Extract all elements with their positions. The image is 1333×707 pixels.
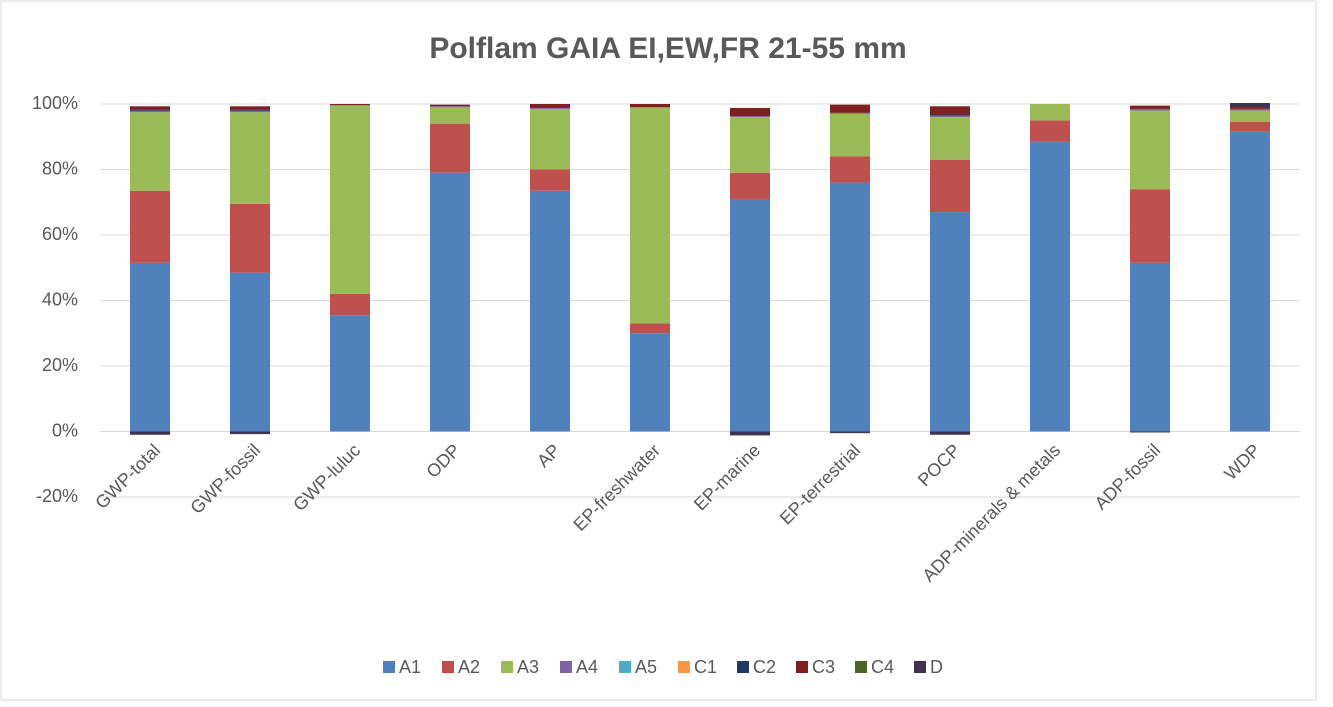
y-tick-label: 40%	[42, 289, 78, 309]
bar-segment	[130, 109, 170, 111]
bar-segment	[930, 212, 970, 432]
bar-segment	[730, 198, 770, 432]
bar-segment	[430, 123, 470, 173]
bar-segment	[630, 333, 670, 432]
bar-segment	[1130, 189, 1170, 263]
bar-segment	[1230, 107, 1270, 109]
bar-segment	[330, 293, 370, 316]
legend-swatch	[855, 661, 867, 673]
legend-label: C1	[694, 657, 717, 677]
bar-segment	[1230, 110, 1270, 123]
y-tick-label: -20%	[36, 486, 78, 506]
legend-label: C2	[753, 657, 776, 677]
legend-swatch	[501, 661, 513, 673]
legend-label: D	[930, 657, 943, 677]
bar-segment	[430, 172, 470, 432]
bar-segment	[530, 169, 570, 191]
bar-segment	[830, 112, 870, 114]
bar-segment	[830, 182, 870, 432]
bar-segment	[730, 431, 770, 436]
bar-segment	[630, 323, 670, 334]
legend-swatch	[678, 661, 690, 673]
bar-segment	[130, 106, 170, 110]
legend-label: A5	[635, 657, 657, 677]
bar-segment	[830, 431, 870, 434]
chart-title: Polflam GAIA EI,EW,FR 21-55 mm	[429, 32, 906, 65]
bar-segment	[230, 272, 270, 432]
bar-segment	[1030, 104, 1070, 121]
bar-segment	[330, 105, 370, 294]
bar-segment	[1030, 120, 1070, 142]
legend-label: C4	[871, 657, 894, 677]
legend-label: A3	[517, 657, 539, 677]
legend-swatch	[914, 661, 926, 673]
bar-segment	[230, 110, 270, 113]
legend-label: C3	[812, 657, 835, 677]
bar-segment	[230, 112, 270, 204]
bar-segment	[630, 107, 670, 324]
bar-segment	[730, 116, 770, 118]
bar-segment	[230, 106, 270, 110]
bar-segment	[930, 117, 970, 160]
bar-segment	[730, 117, 770, 173]
bar-segment	[1130, 110, 1170, 190]
bar-segment	[1030, 141, 1070, 432]
legend-swatch	[442, 661, 454, 673]
bar-segment	[930, 114, 970, 116]
bar-segment	[330, 315, 370, 432]
bar-segment	[230, 203, 270, 273]
bar-segment	[1130, 262, 1170, 432]
bar-segment	[130, 190, 170, 263]
bar-segment	[1230, 122, 1270, 132]
bar-segment	[130, 431, 170, 435]
bar-segment	[1130, 105, 1170, 109]
y-tick-label: 100%	[32, 93, 78, 113]
bar-segment	[230, 109, 270, 111]
bar-segment	[730, 107, 770, 117]
bar-segment	[330, 104, 370, 105]
bar-segment	[1230, 131, 1270, 432]
bar-segment	[830, 104, 870, 113]
bar-segment	[1130, 108, 1170, 111]
legend-label: A4	[576, 657, 598, 677]
legend-swatch	[560, 661, 572, 673]
bar-segment	[630, 104, 670, 108]
bar-segment	[530, 104, 570, 108]
bar-segment	[1130, 431, 1170, 433]
bar-segment	[430, 106, 470, 108]
bar-segment	[130, 262, 170, 432]
bar-segment	[930, 159, 970, 213]
y-tick-label: 0%	[52, 420, 78, 440]
bar-segment	[930, 115, 970, 118]
legend-label: A2	[458, 657, 480, 677]
bar-segment	[430, 107, 470, 124]
bar-segment	[530, 108, 570, 170]
bar-segment	[930, 106, 970, 115]
legend-swatch	[619, 661, 631, 673]
bar-segment	[830, 113, 870, 157]
legend-swatch	[383, 661, 395, 673]
y-tick-label: 20%	[42, 355, 78, 375]
legend-swatch	[737, 661, 749, 673]
bar-segment	[1230, 108, 1270, 111]
bar-segment	[330, 104, 370, 106]
bar-segment	[130, 110, 170, 113]
bar-segment	[1230, 103, 1270, 108]
y-tick-label: 60%	[42, 224, 78, 244]
legend-label: A1	[399, 657, 421, 677]
bar-segment	[530, 190, 570, 432]
bar-segment	[430, 104, 470, 107]
bar-segment	[530, 107, 570, 109]
y-tick-label: 80%	[42, 158, 78, 178]
legend-swatch	[796, 661, 808, 673]
bar-segment	[230, 431, 270, 435]
bar-segment	[730, 172, 770, 199]
bar-segment	[930, 431, 970, 435]
bar-segment	[130, 112, 170, 191]
bar-segment	[830, 156, 870, 183]
